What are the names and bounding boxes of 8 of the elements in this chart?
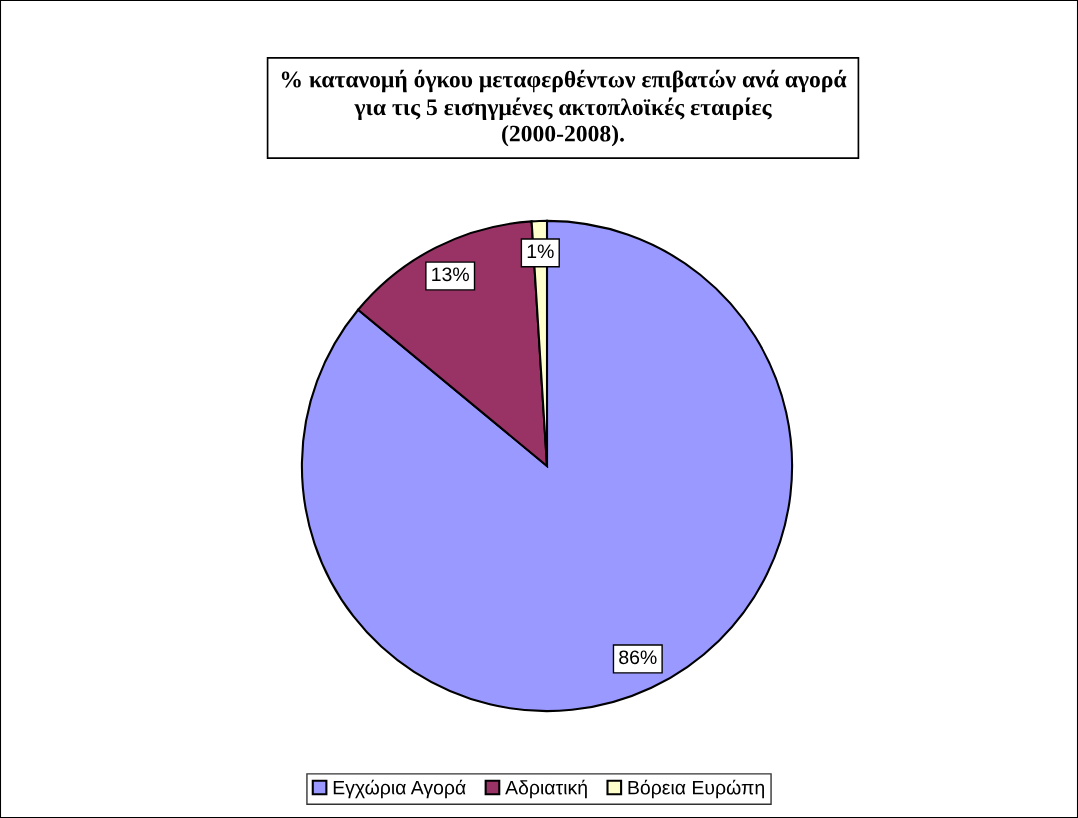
data-label: 86% <box>619 650 657 665</box>
legend-label: Αδριατική <box>505 779 587 799</box>
legend-label: Εγχώρια Αγορά <box>333 779 466 799</box>
pie-slice <box>300 219 794 713</box>
legend-label: Βόρεια Ευρώπη <box>628 779 764 799</box>
chart-title: % κατανομή όγκου μεταφερθέντων επιβατών ανά αγορά για τις 5 εισηγμένες ακτοπλοϊκές εταιρίες (2000-2008). <box>281 69 847 147</box>
data-label: 1% <box>527 244 554 259</box>
data-label: 13% <box>432 267 469 282</box>
